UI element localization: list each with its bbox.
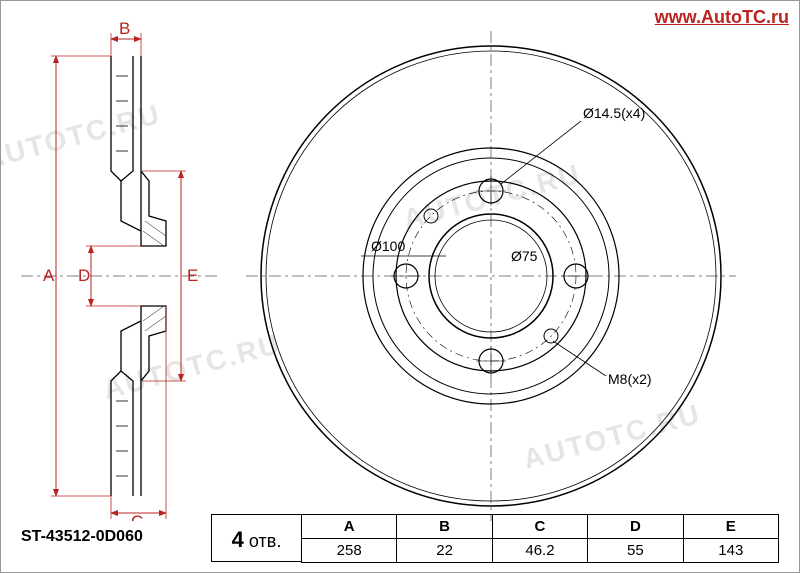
- dimension-table: A B C D E 258 22 46.2 55 143: [301, 514, 779, 563]
- dim-value: 258: [302, 539, 397, 563]
- dim-header: C: [492, 515, 587, 539]
- side-view-diagram: A B C D E: [21, 21, 221, 521]
- pcd-label: Ø100: [371, 238, 405, 254]
- bolt-hole-label: Ø14.5(x4): [583, 105, 645, 121]
- dim-header: B: [397, 515, 492, 539]
- dim-value: 55: [588, 539, 683, 563]
- front-view-diagram: Ø14.5(x4) Ø100 Ø75 M8(x2): [231, 21, 751, 521]
- dim-value: 143: [683, 539, 778, 563]
- thread-label: M8(x2): [608, 371, 652, 387]
- dim-header: A: [302, 515, 397, 539]
- dim-value: 22: [397, 539, 492, 563]
- dim-header: E: [683, 515, 778, 539]
- part-number: ST-43512-0D060: [21, 514, 211, 562]
- dim-a-label: A: [43, 266, 55, 285]
- holes-count: 4 отв.: [211, 514, 301, 562]
- dim-header: D: [588, 515, 683, 539]
- dim-e-label: E: [187, 266, 198, 285]
- dimension-table-area: ST-43512-0D060 4 отв. A B C D E 258 22 4…: [21, 514, 779, 562]
- dim-b-label: B: [119, 21, 130, 38]
- dim-d-label: D: [78, 266, 90, 285]
- dim-value: 46.2: [492, 539, 587, 563]
- bore-label: Ø75: [511, 248, 538, 264]
